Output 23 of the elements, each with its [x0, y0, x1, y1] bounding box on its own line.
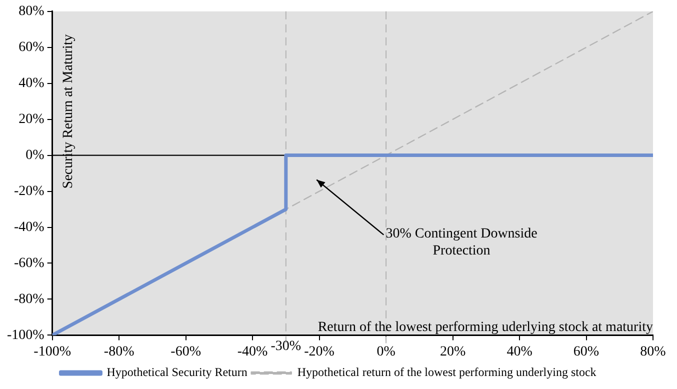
x-tick-label: -20% — [304, 344, 335, 360]
y-tick-label: 40% — [18, 76, 45, 92]
y-tick-label: -40% — [14, 220, 45, 235]
y-tick-label: -20% — [14, 184, 45, 199]
y-tick-label: -100% — [6, 328, 45, 343]
ref-line-label: -30% — [270, 338, 302, 354]
x-tick-label: -80% — [104, 344, 135, 360]
x-tick-label: -40% — [237, 344, 268, 360]
y-tick-label: 60% — [18, 40, 45, 56]
y-tick-label: 20% — [18, 112, 45, 128]
y-tick-label: 0% — [26, 148, 45, 163]
x-tick-label: -60% — [170, 344, 202, 360]
x-tick-label: 20% — [440, 344, 466, 360]
x-tick-label: 80% — [640, 344, 666, 360]
x-tick-label: 40% — [506, 344, 533, 360]
legend-label: Hypothetical Security Return — [106, 365, 248, 380]
x-tick-label: 0% — [376, 344, 396, 360]
y-tick-label: -80% — [14, 292, 45, 307]
y-tick-label: -60% — [14, 256, 45, 271]
y-tick-label: 80% — [18, 4, 45, 20]
legend-label: Hypothetical return of the lowest performing underlying stock — [297, 365, 596, 380]
x-tick-label: -100% — [34, 344, 72, 360]
x-tick-label: 60% — [573, 344, 600, 360]
